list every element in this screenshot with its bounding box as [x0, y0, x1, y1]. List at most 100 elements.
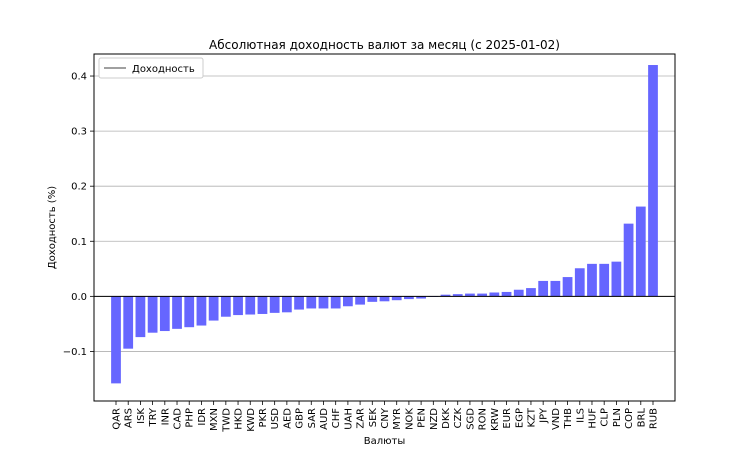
x-tick-label-sar: SAR	[307, 408, 318, 428]
x-tick-label-ils: ILS	[575, 408, 586, 423]
x-tick-label-usd: USD	[270, 408, 281, 430]
x-tick-label-mxn: MXN	[209, 408, 220, 431]
x-tick-label-ars: ARS	[124, 408, 135, 428]
x-tick-label-myr: MYR	[392, 408, 403, 430]
bar-try	[147, 296, 158, 333]
x-tick-label-nok: NOK	[404, 408, 415, 430]
bar-usd	[269, 296, 280, 313]
bar-mxn	[208, 296, 219, 321]
x-tick-label-chf: CHF	[331, 408, 342, 429]
y-axis-ticks: −0.1 0.0 0.1 0.2 0.3 0.4	[63, 72, 94, 358]
x-tick-label-huf: HUF	[587, 408, 598, 429]
bar-czk	[452, 294, 463, 297]
bar-ars	[123, 296, 134, 349]
x-tick-label-kwd: KWD	[246, 408, 257, 432]
x-tick-label-nzd: NZD	[429, 408, 440, 430]
x-axis-ticks: QAR ARS ISK TRY INR CAD PHP IDR MXN TWD HKD KWD PKR U…	[112, 401, 660, 433]
bar-aed	[281, 296, 292, 313]
bar-huf	[587, 263, 597, 297]
bar-myr	[391, 296, 402, 301]
bar-pen	[416, 296, 426, 299]
x-tick-label-kzt: KZT	[526, 407, 537, 427]
x-tick-label-sgd: SGD	[465, 408, 476, 430]
x-tick-label-eur: EUR	[502, 408, 513, 429]
y-tick-label: 0.2	[71, 182, 87, 193]
chart-title: Абсолютная доходность валют за месяц (с …	[209, 38, 560, 52]
x-tick-label-pen: PEN	[417, 408, 428, 428]
bar-chf	[330, 296, 341, 309]
x-tick-label-sek: SEK	[368, 408, 379, 428]
bar-thb	[562, 277, 573, 297]
x-tick-label-twd: TWD	[221, 408, 232, 433]
x-tick-label-hkd: HKD	[234, 408, 245, 430]
y-tick-label: −0.1	[63, 347, 87, 358]
bar-sek	[367, 296, 378, 302]
x-tick-label-zar: ZAR	[356, 408, 367, 429]
x-tick-label-aud: AUD	[319, 408, 330, 430]
x-tick-label-uah: UAH	[343, 408, 354, 430]
legend-box	[98, 57, 204, 79]
x-tick-label-thb: THB	[563, 408, 574, 430]
x-tick-label-ron: RON	[478, 408, 489, 430]
bar-cad	[172, 296, 182, 329]
bar-vnd	[550, 280, 561, 297]
x-tick-label-qar: QAR	[112, 408, 123, 430]
x-tick-label-brl: BRL	[636, 408, 647, 428]
y-tick-label: 0.4	[71, 72, 87, 83]
bar-inr	[159, 296, 170, 332]
x-tick-label-vnd: VND	[551, 408, 562, 430]
bar-eur	[501, 291, 512, 297]
x-tick-label-pln: PLN	[612, 408, 623, 427]
x-tick-label-aed: AED	[282, 408, 293, 429]
x-tick-label-gbp: GBP	[295, 408, 306, 429]
x-tick-label-clp: CLP	[600, 408, 611, 427]
bar-sar	[306, 296, 317, 309]
legend: Доходность	[98, 57, 204, 79]
bar-nok	[404, 296, 414, 300]
bar-php	[184, 296, 195, 328]
x-tick-label-idr: IDR	[197, 408, 208, 426]
bar-pln	[611, 261, 622, 297]
bar-brl	[635, 206, 646, 297]
legend-label: Доходность	[132, 64, 195, 75]
x-tick-label-cop: COP	[624, 408, 635, 429]
x-tick-label-jpy: JPY	[539, 407, 550, 424]
bar-twd	[220, 296, 231, 317]
y-axis-title: Доходность (%)	[47, 186, 58, 269]
bar-jpy	[538, 280, 549, 297]
bar-krw	[489, 292, 500, 297]
bar-cop	[623, 223, 634, 297]
bar-ron	[477, 293, 488, 297]
bar-kzt	[526, 288, 536, 297]
bar-kwd	[245, 296, 256, 315]
bar-aud	[318, 296, 329, 309]
bar-clp	[599, 263, 610, 297]
bar-zar	[355, 296, 365, 305]
bar-isk	[135, 296, 146, 338]
x-tick-label-czk: CZK	[453, 408, 464, 429]
x-tick-label-egp: EGP	[514, 408, 525, 428]
bars	[111, 65, 658, 384]
x-tick-label-rub: RUB	[649, 408, 660, 429]
y-tick-label: 0.3	[71, 127, 87, 138]
bar-qar	[111, 296, 121, 384]
bar-dkk	[440, 294, 451, 297]
x-tick-label-pkr: PKR	[258, 408, 269, 428]
bar-sgd	[465, 293, 475, 297]
y-tick-label: 0.1	[71, 237, 87, 248]
bar-ils	[574, 268, 585, 297]
x-tick-label-cny: CNY	[380, 407, 391, 428]
x-axis-title: Валюты	[364, 436, 406, 447]
bar-gbp	[294, 296, 304, 310]
x-tick-label-dkk: DKK	[441, 408, 452, 429]
x-tick-label-krw: KRW	[490, 408, 501, 431]
bar-cny	[379, 296, 390, 302]
bar-egp	[513, 289, 524, 297]
x-tick-label-inr: INR	[160, 408, 171, 425]
x-tick-label-php: PHP	[185, 408, 196, 428]
bar-uah	[343, 296, 353, 307]
bar-pkr	[257, 296, 268, 314]
x-tick-label-cad: CAD	[173, 408, 184, 430]
x-tick-label-isk: ISK	[136, 408, 147, 424]
